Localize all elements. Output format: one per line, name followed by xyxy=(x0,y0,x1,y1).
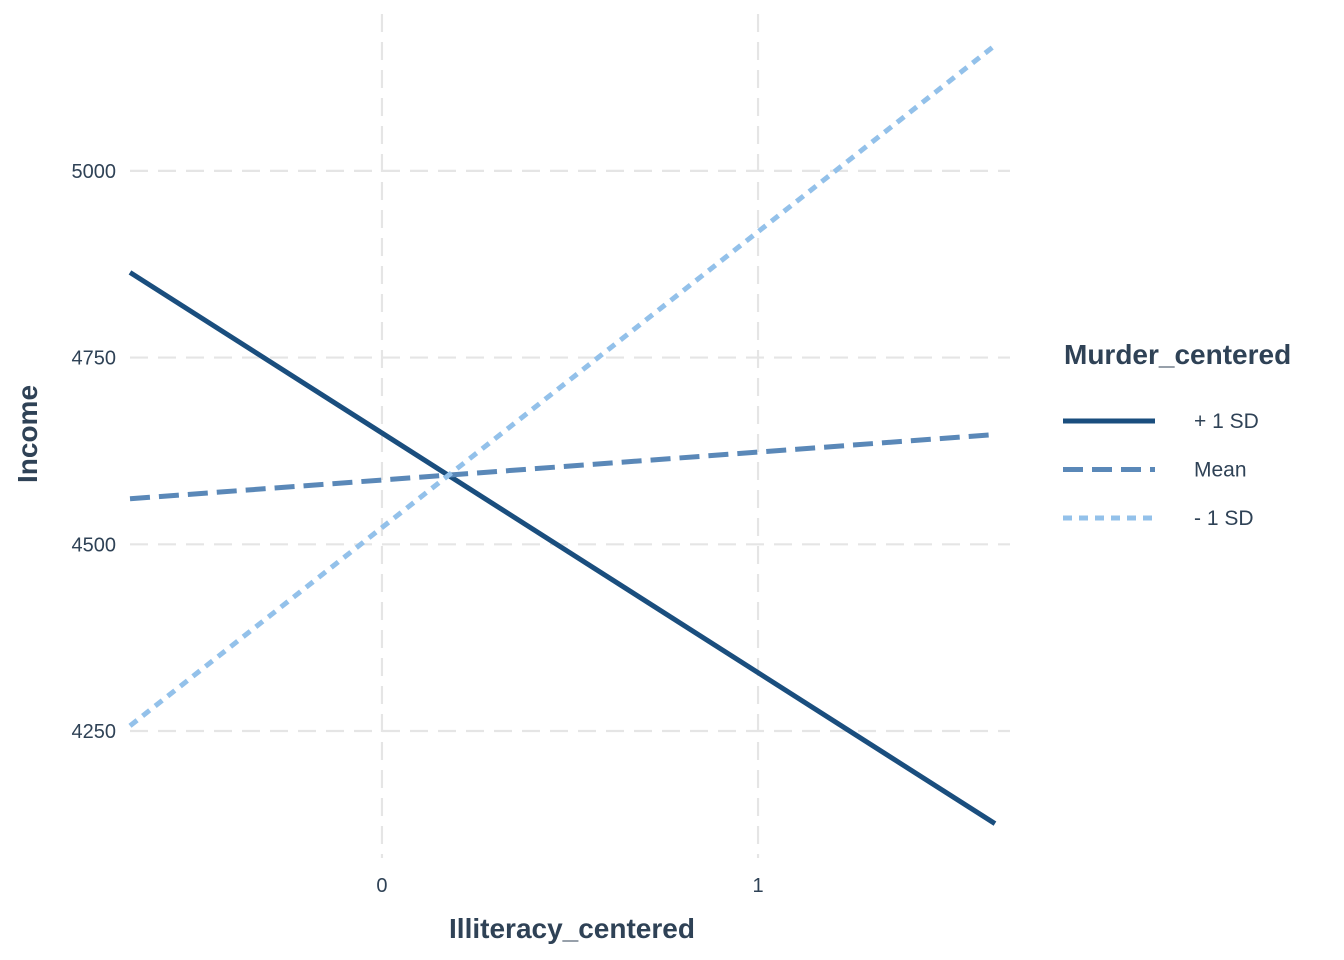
x-tick-label: 0 xyxy=(376,875,387,897)
x-tick-label: 1 xyxy=(752,875,763,897)
series-line-1 xyxy=(128,270,997,826)
legend: Murder_centered + 1 SD Mean - 1 SD xyxy=(1063,339,1291,530)
grid-layer xyxy=(130,14,1010,858)
legend-label-1: + 1 SD xyxy=(1194,410,1259,433)
series-line-3 xyxy=(128,43,997,728)
y-tick-label: 5000 xyxy=(72,161,117,183)
series-line-2 xyxy=(129,432,996,502)
y-axis-title: Income xyxy=(12,385,43,483)
y-tick-label: 4250 xyxy=(72,721,117,743)
series-layer xyxy=(128,43,997,826)
x-axis-title: Illiteracy_centered xyxy=(449,913,695,944)
legend-items: + 1 SD Mean - 1 SD xyxy=(1063,410,1259,530)
y-tick-label: 4750 xyxy=(72,348,117,370)
tick-layer: 4250 4500 4750 5000 0 1 xyxy=(72,161,764,897)
legend-label-3: - 1 SD xyxy=(1194,507,1254,530)
y-tick-label: 4500 xyxy=(72,534,117,556)
legend-label-2: Mean xyxy=(1194,459,1247,482)
legend-title: Murder_centered xyxy=(1064,339,1291,370)
